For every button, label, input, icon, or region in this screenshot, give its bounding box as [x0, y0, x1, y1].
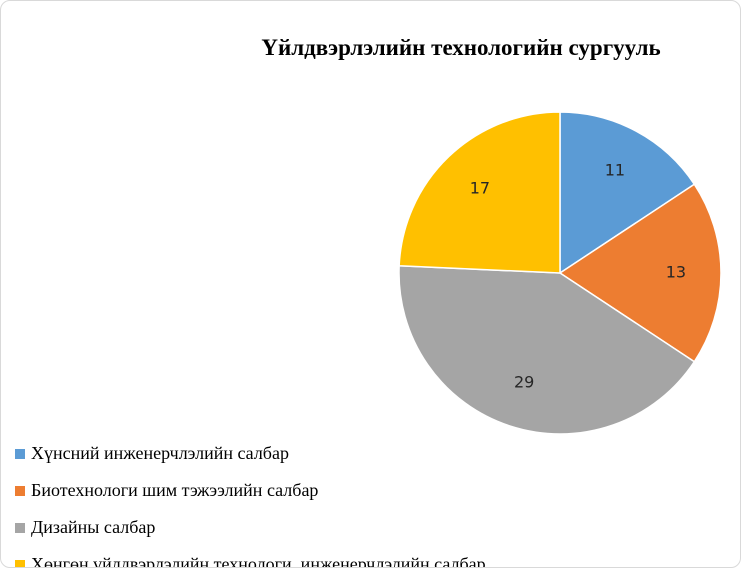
- legend-label-3: Дизайны салбар: [31, 517, 156, 537]
- legend-label-1: Хүнсний инженерчлэлийн салбар: [31, 443, 289, 463]
- legend-swatch-3: [15, 522, 25, 533]
- pie-slice-2: [558, 183, 722, 363]
- legend-label-4: Хөнгөн үйлдвэрлэлийн технологи, инженерч…: [31, 554, 486, 568]
- legend-swatch-4: [15, 559, 25, 567]
- legend-item-4: Хөнгөн үйлдвэрлэлийн технологи, инженерч…: [15, 546, 486, 568]
- legend-swatch-1: [15, 448, 25, 459]
- data-label-1: 11: [605, 160, 625, 179]
- legend: Хүнсний инженерчлэлийн салбар Биотехнолог…: [15, 435, 486, 568]
- legend-item-3: Дизайны салбар: [15, 509, 486, 546]
- legend-swatch-2: [15, 485, 25, 496]
- pie-slice-1: [559, 111, 696, 275]
- chart-title: Үйлдвэрлэлийн технологийн сургууль: [261, 35, 661, 60]
- legend-item-1: Хүнсний инженерчлэлийн салбар: [15, 435, 486, 472]
- pie-slice-3: [398, 264, 696, 435]
- data-label-2: 13: [666, 263, 686, 282]
- pie-slice-4: [398, 111, 561, 274]
- data-label-3: 29: [514, 373, 534, 392]
- legend-item-2: Биотехнологи шим тэжээлийн салбар: [15, 472, 486, 509]
- data-label-4: 17: [470, 179, 490, 198]
- legend-label-2: Биотехнологи шим тэжээлийн салбар: [31, 480, 319, 500]
